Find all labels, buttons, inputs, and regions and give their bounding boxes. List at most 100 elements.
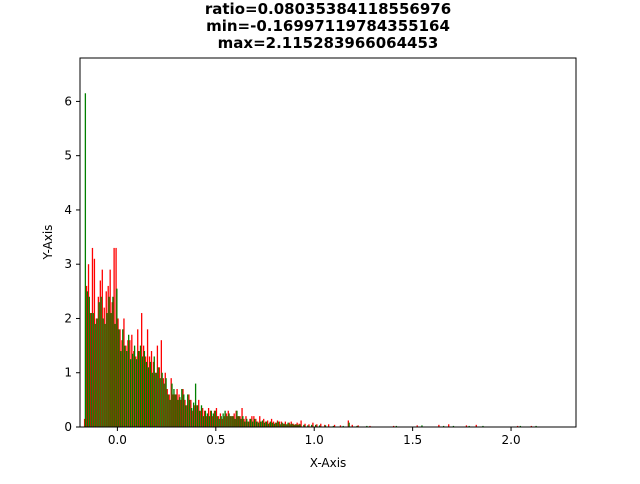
bar-green-75 <box>232 416 234 427</box>
bar-green-74 <box>230 416 232 427</box>
bar-red-14 <box>111 302 113 427</box>
bar-red-17 <box>117 318 119 427</box>
bar-red-7 <box>97 296 100 427</box>
bar-green-69 <box>220 416 222 427</box>
bar-red-42 <box>166 389 168 427</box>
bar-red-110 <box>300 420 302 427</box>
bar-green-39 <box>161 372 163 427</box>
bar-red-104 <box>288 422 290 427</box>
bar-red-121 <box>351 424 353 427</box>
bar-red-48 <box>178 394 180 427</box>
bar-red-100 <box>280 421 283 427</box>
y-tick-label: 0 <box>64 420 72 434</box>
bar-green-81 <box>244 421 246 427</box>
bar-green-117 <box>342 425 344 427</box>
bar-green-70 <box>222 413 224 427</box>
bar-red-87 <box>255 418 257 427</box>
bar-green-10 <box>104 323 106 427</box>
bar-green-116 <box>332 425 335 427</box>
bar-red-86 <box>253 416 255 427</box>
bar-red-112 <box>308 424 310 427</box>
bar-red-13 <box>109 269 111 427</box>
bar-green-16 <box>116 288 118 428</box>
bar-red-109 <box>298 423 300 427</box>
bar-red-33 <box>148 356 151 427</box>
bar-green-89 <box>259 421 262 427</box>
bar-green-112 <box>311 424 313 427</box>
bar-red-89 <box>259 416 261 427</box>
bar-red-78 <box>237 416 239 427</box>
bar-red-26 <box>135 356 137 427</box>
title-line-min: min=-0.16997119784355164 <box>206 17 450 35</box>
y-tick-label: 1 <box>64 366 72 380</box>
bar-green-91 <box>263 422 266 427</box>
bar-green-48 <box>179 397 181 427</box>
bar-green-54 <box>191 408 193 427</box>
bar-green-106 <box>293 424 295 427</box>
bar-green-90 <box>261 420 264 427</box>
bar-green-31 <box>145 361 148 427</box>
bar-red-82 <box>245 416 247 427</box>
bar-red-60 <box>202 408 204 427</box>
bar-green-51 <box>185 405 187 427</box>
bar-green-85 <box>252 421 254 427</box>
bar-green-17 <box>118 329 120 427</box>
y-tick-label: 4 <box>64 203 72 217</box>
bar-red-1 <box>85 285 88 427</box>
bar-red-125 <box>416 425 418 427</box>
bar-green-19 <box>122 329 124 427</box>
bar-red-57 <box>196 405 198 427</box>
bar-red-2 <box>87 264 90 427</box>
bar-green-115 <box>324 425 327 427</box>
bar-green-56 <box>194 383 197 427</box>
bar-red-53 <box>188 394 190 427</box>
bar-green-40 <box>163 383 165 427</box>
bar-red-65 <box>211 416 214 427</box>
bar-green-110 <box>303 424 305 427</box>
bar-green-82 <box>246 418 248 427</box>
bar-red-118 <box>333 424 336 427</box>
bar-green-72 <box>226 416 228 427</box>
bar-green-79 <box>240 418 242 427</box>
bar-green-120 <box>366 425 368 427</box>
bar-green-18 <box>120 351 122 427</box>
bar-red-105 <box>290 421 292 427</box>
bar-red-66 <box>213 410 216 427</box>
bar-red-85 <box>251 416 253 427</box>
bar-green-36 <box>155 372 157 427</box>
bar-green-7 <box>98 302 100 427</box>
bar-green-45 <box>173 389 175 427</box>
bar-red-5 <box>93 258 96 427</box>
bar-green-102 <box>285 424 287 427</box>
bar-green-57 <box>196 405 199 427</box>
series-green-bars <box>84 93 537 428</box>
y-axis-label: Y-Axis <box>41 225 55 261</box>
bar-green-78 <box>238 416 240 427</box>
title-line-max: max=2.115283966064453 <box>218 34 439 52</box>
bar-green-13 <box>110 313 112 427</box>
bar-green-124 <box>452 425 455 427</box>
bar-red-90 <box>261 421 263 427</box>
bar-red-4 <box>91 247 94 427</box>
bar-green-11 <box>106 313 108 427</box>
bar-green-52 <box>187 394 189 427</box>
bar-green-77 <box>236 410 238 427</box>
bar-green-63 <box>208 416 211 427</box>
x-tick-label: 0.0 <box>108 433 127 447</box>
bar-green-73 <box>228 413 230 427</box>
bar-red-75 <box>231 416 233 427</box>
bar-red-124 <box>392 425 395 427</box>
bar-green-53 <box>189 399 191 427</box>
bar-green-68 <box>218 418 220 427</box>
bar-green-97 <box>275 422 277 427</box>
bar-red-97 <box>274 422 277 427</box>
bar-red-25 <box>133 351 135 427</box>
bar-green-49 <box>181 389 183 427</box>
bar-red-40 <box>162 378 164 427</box>
bar-green-83 <box>248 421 250 427</box>
bar-green-34 <box>151 372 153 427</box>
bar-green-50 <box>183 394 185 427</box>
bar-green-2 <box>88 296 90 427</box>
bar-green-44 <box>171 383 173 427</box>
